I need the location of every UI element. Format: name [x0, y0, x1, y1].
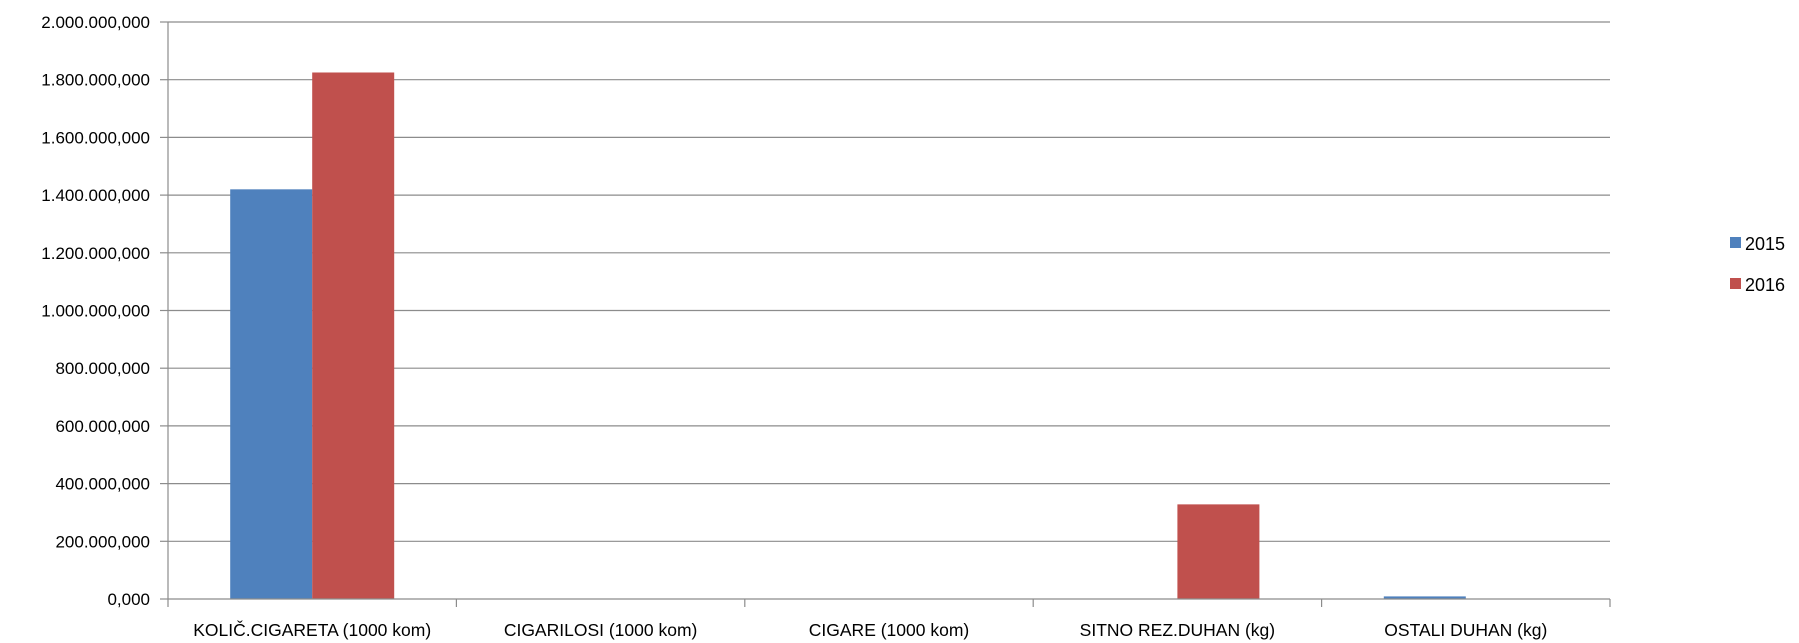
y-tick-label: 1.600.000,000: [41, 128, 150, 147]
y-tick-label: 1.800.000,000: [41, 71, 150, 90]
legend: 2015 2016: [1730, 234, 1785, 295]
x-axis-category-labels: KOLIČ.CIGARETA (1000 kom) CIGARILOSI (100…: [193, 619, 1547, 640]
x-category-label: CIGARILOSI (1000 kom): [504, 620, 698, 640]
bar-2015-0: [230, 189, 313, 599]
y-tick-label: 800.000,000: [55, 359, 150, 378]
legend-label: 2016: [1745, 275, 1785, 295]
gridlines: [160, 21, 1610, 600]
legend-label: 2015: [1745, 234, 1785, 254]
y-tick-label: 400.000,000: [55, 475, 150, 494]
bar-2016-0: [312, 72, 395, 600]
bars: [230, 72, 1548, 600]
axes: [167, 22, 1611, 607]
bar-2016-3: [1177, 504, 1260, 599]
legend-swatch-2015: [1730, 237, 1741, 248]
y-axis-tick-labels: 0,000 200.000,000 400.000,000 600.000,000 80…: [41, 13, 150, 609]
x-category-label: OSTALI DUHAN (kg): [1384, 620, 1547, 640]
bar-2015-4: [1383, 596, 1466, 599]
x-category-label: KOLIČ.CIGARETA (1000 kom): [193, 619, 431, 640]
y-tick-label: 1.200.000,000: [41, 244, 150, 263]
y-tick-label: 200.000,000: [55, 532, 150, 551]
y-tick-label: 600.000,000: [55, 417, 150, 436]
y-tick-label: 1.400.000,000: [41, 186, 150, 205]
x-category-label: SITNO REZ.DUHAN (kg): [1080, 620, 1275, 640]
legend-swatch-2016: [1730, 278, 1741, 289]
x-category-label: CIGARE (1000 kom): [809, 620, 969, 640]
y-tick-label: 0,000: [107, 590, 150, 609]
y-tick-label: 2.000.000,000: [41, 13, 150, 32]
y-tick-label: 1.000.000,000: [41, 302, 150, 321]
